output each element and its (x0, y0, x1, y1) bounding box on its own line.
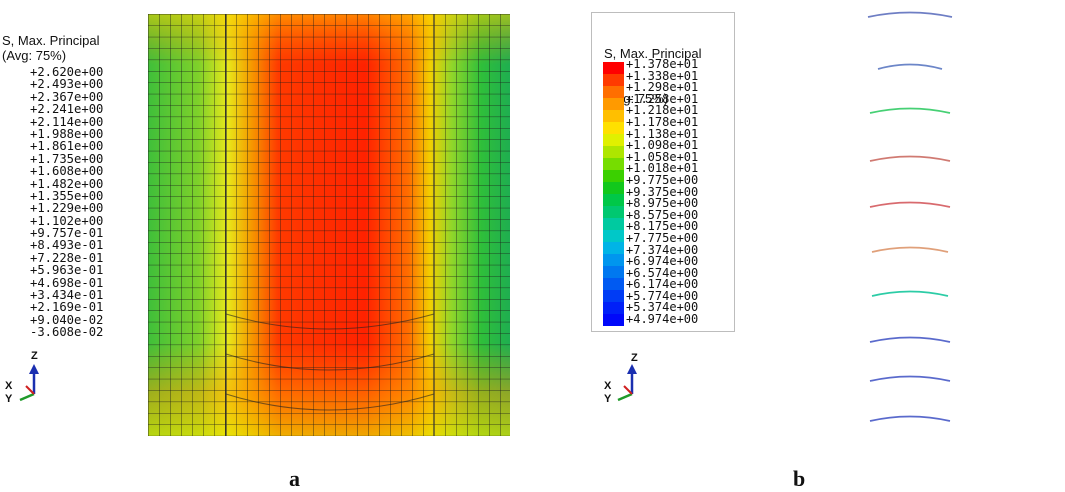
axis-triad-b: Z X Y (600, 352, 640, 405)
legend-b-swatch (603, 218, 624, 230)
ring-arc (869, 336, 951, 343)
legend-b-swatch (603, 266, 624, 278)
legend-b-swatch (603, 206, 624, 218)
legend-a-value: +8.493e-01 (30, 238, 104, 253)
legend-b-value: +1.058e+01 (626, 149, 699, 164)
legend-a-value: +2.367e+00 (30, 89, 104, 104)
legend-b-color-bar (603, 62, 624, 326)
legend-b: S, Max. Principal (Avg: 75%) +1.378e+01 +… (591, 12, 735, 332)
legend-b-swatch (603, 122, 624, 134)
legend-b-value: +6.974e+00 (626, 254, 699, 269)
legend-b-swatch (603, 170, 624, 182)
legend-b-swatch (603, 134, 624, 146)
legend-b-title-line1: S, Max. Principal (604, 46, 702, 61)
ring-arc (869, 155, 951, 162)
triad-a-x-label: X (5, 380, 13, 392)
legend-b-value: +1.378e+01 (626, 57, 699, 71)
legend-b-value: +8.175e+00 (626, 219, 699, 234)
fea-mesh-contour-a (148, 14, 510, 436)
legend-b-value: +1.258e+01 (626, 91, 699, 106)
legend-b-swatch (603, 62, 624, 74)
legend-a-values: +2.620e+00 +2.493e+00 +2.367e+00 +2.241e+00… (30, 66, 142, 339)
legend-b-swatch (603, 98, 624, 110)
legend-b-swatch (603, 314, 624, 326)
legend-a-value: +9.040e-02 (30, 312, 104, 327)
triad-a-y-label: Y (5, 393, 13, 405)
legend-b-value: +1.018e+01 (626, 161, 699, 176)
legend-a-title-line1: S, Max. Principal (2, 33, 100, 48)
legend-b-swatch (603, 242, 624, 254)
legend-b-value: +1.098e+01 (626, 138, 699, 153)
legend-a-value: +2.169e-01 (30, 300, 104, 315)
legend-b-swatch (603, 278, 624, 290)
legend-b-value: +9.375e+00 (626, 184, 699, 199)
legend-b-swatch (603, 74, 624, 86)
legend-b-swatch (603, 86, 624, 98)
legend-a-value: +1.355e+00 (30, 188, 104, 203)
legend-b-value: +8.575e+00 (626, 207, 699, 222)
legend-a-value: +1.482e+00 (30, 176, 104, 191)
legend-b-values: +1.378e+01 +1.338e+01 +1.298e+01 +1.258e+01… (626, 57, 699, 327)
legend-a-value: +2.114e+00 (30, 114, 104, 129)
legend-a: S, Max. Principal (Avg: 75%) +2.620e+00 +… (2, 33, 142, 339)
legend-a-title-line2: (Avg: 75%) (2, 48, 67, 63)
legend-b-value: +7.374e+00 (626, 242, 699, 257)
legend-a-value: +9.757e-01 (30, 226, 104, 241)
triad-b-x-label: X (604, 380, 612, 392)
legend-a-value: +1.861e+00 (30, 139, 104, 154)
triad-b-y-label: Y (604, 393, 612, 405)
legend-b-swatch (603, 158, 624, 170)
legend-a-value: +1.988e+00 (30, 126, 104, 141)
ring-arc (869, 107, 951, 114)
ring-arc (871, 246, 949, 253)
ring-arc (867, 11, 953, 18)
triad-b-z-label: Z (631, 352, 638, 364)
ring-arc (877, 63, 943, 70)
legend-a-value: +2.493e+00 (30, 77, 104, 92)
legend-b-value: +1.178e+01 (626, 114, 699, 129)
legend-b-value: +6.574e+00 (626, 265, 699, 280)
legend-b-value: +1.138e+01 (626, 126, 699, 141)
ring-arc (871, 290, 949, 297)
legend-b-swatch (603, 194, 624, 206)
legend-a-value: +4.698e-01 (30, 275, 104, 290)
legend-b-swatch (603, 254, 624, 266)
axis-triad-a: Z X Y (4, 350, 44, 405)
legend-a-value: +1.102e+00 (30, 213, 104, 228)
legend-a-value: +1.608e+00 (30, 164, 104, 179)
legend-a-value: +5.963e-01 (30, 263, 104, 278)
legend-a-value: +1.229e+00 (30, 201, 104, 216)
legend-b-value: +5.774e+00 (626, 288, 699, 303)
legend-a-value: -3.608e-02 (30, 325, 104, 340)
legend-a-value: +2.241e+00 (30, 102, 104, 117)
ring-arc (869, 201, 951, 208)
ring-arc (869, 415, 951, 422)
ring-sections-b (860, 5, 960, 435)
legend-b-swatch (603, 302, 624, 314)
legend-b-swatch (603, 146, 624, 158)
legend-b-value: +1.218e+01 (626, 103, 699, 118)
legend-b-value: +6.174e+00 (626, 277, 699, 292)
legend-b-value: +8.975e+00 (626, 196, 699, 211)
legend-b-value: +9.775e+00 (626, 172, 699, 187)
ring-arc (869, 375, 951, 382)
triad-a-z-label: Z (31, 350, 38, 362)
legend-a-value: +1.735e+00 (30, 151, 104, 166)
legend-b-value: +5.374e+00 (626, 300, 699, 315)
legend-a-value: +3.434e-01 (30, 288, 104, 303)
legend-b-swatch (603, 182, 624, 194)
legend-a-value: +2.620e+00 (30, 65, 104, 79)
panel-label-a: a (289, 466, 300, 491)
legend-b-value: +1.298e+01 (626, 80, 699, 95)
legend-b-swatch (603, 230, 624, 242)
legend-a-value: +7.228e-01 (30, 250, 104, 265)
legend-b-value: +1.338e+01 (626, 68, 699, 83)
legend-b-swatch (603, 290, 624, 302)
legend-b-swatch (603, 110, 624, 122)
legend-b-value: +4.974e+00 (626, 312, 699, 327)
panel-label-b: b (793, 466, 806, 491)
legend-b-value: +7.775e+00 (626, 230, 699, 245)
